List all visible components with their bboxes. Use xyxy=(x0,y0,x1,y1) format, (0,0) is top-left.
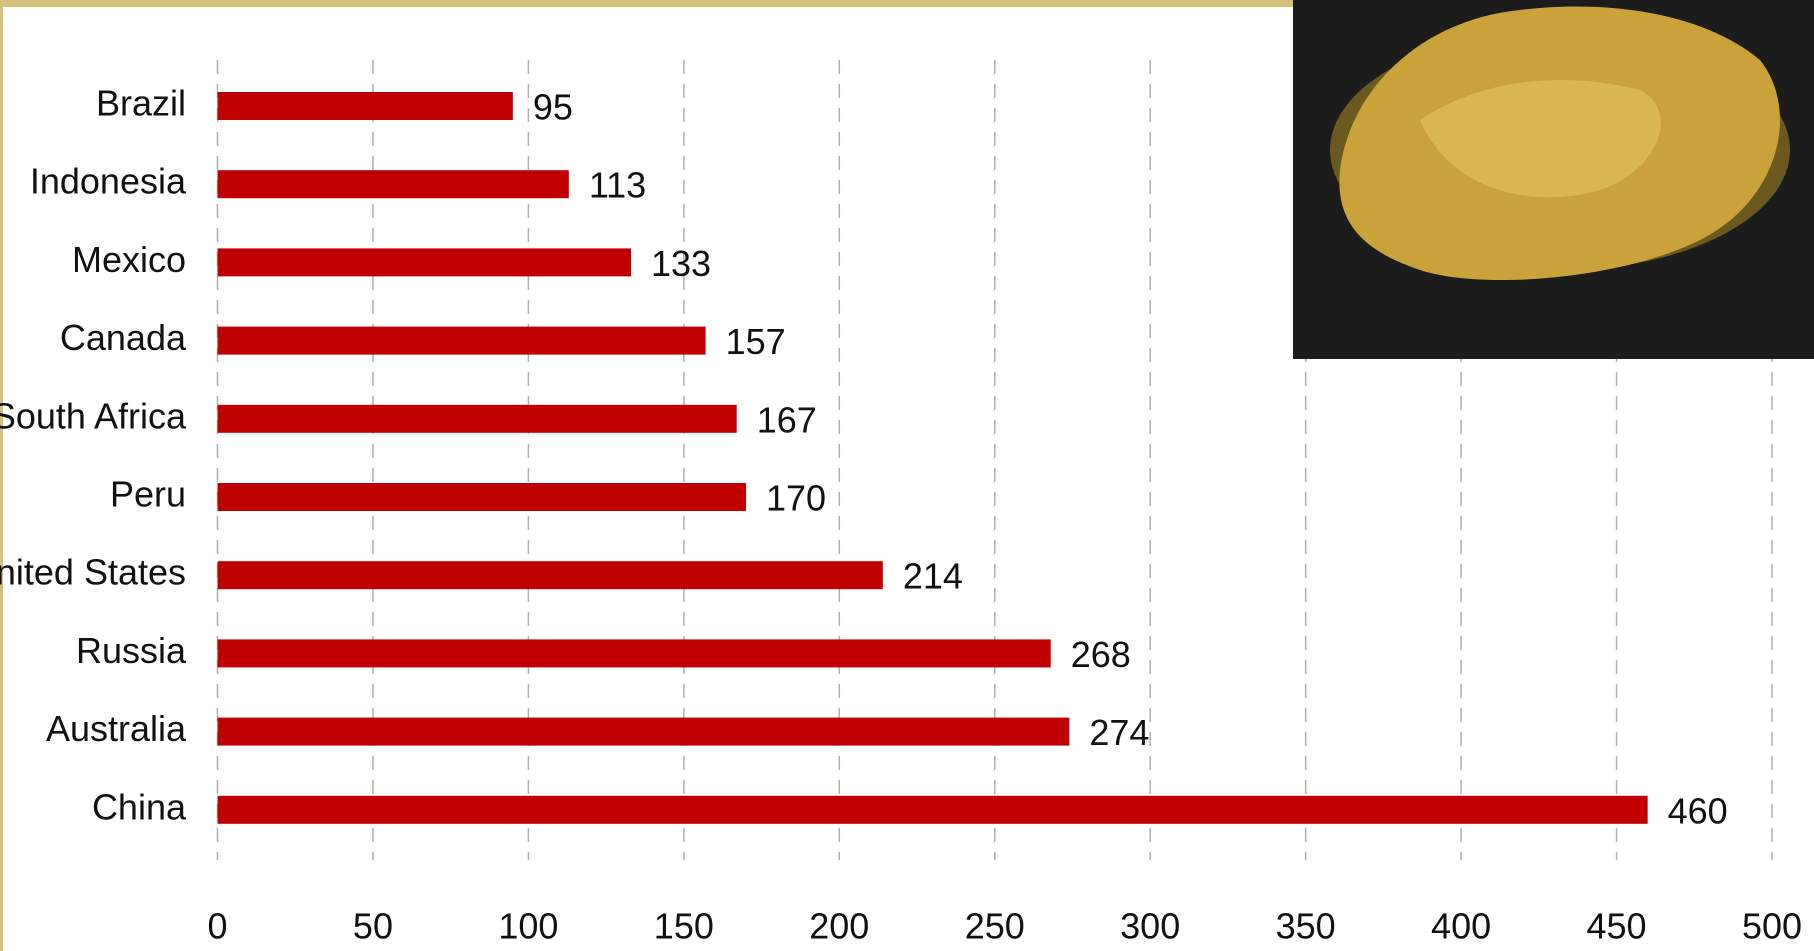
x-tick-label: 400 xyxy=(1431,906,1491,947)
bar xyxy=(217,248,631,277)
bar xyxy=(217,483,747,511)
data-label: 95 xyxy=(533,87,573,128)
x-tick-label: 150 xyxy=(654,906,714,947)
x-tick-label: 300 xyxy=(1120,906,1180,947)
y-tick-label: China xyxy=(92,786,187,827)
y-tick-label: Brazil xyxy=(96,83,186,124)
data-label: 113 xyxy=(589,165,646,206)
y-tick-label: Mexico xyxy=(72,239,186,280)
data-label: 214 xyxy=(903,556,963,597)
x-tick-label: 100 xyxy=(498,906,558,947)
x-tick-label: 500 xyxy=(1742,906,1802,947)
bar xyxy=(217,404,737,433)
bar xyxy=(217,639,1051,668)
y-tick-label: Peru xyxy=(110,474,186,515)
photo xyxy=(1293,0,1814,359)
y-tick-label: United States xyxy=(0,552,186,593)
data-label: 133 xyxy=(651,243,711,284)
top-border xyxy=(0,0,1294,7)
y-tick-label: Indonesia xyxy=(30,161,187,202)
data-label: 460 xyxy=(1668,790,1728,831)
bar xyxy=(217,326,706,355)
x-tick-label: 450 xyxy=(1587,906,1647,947)
left-border xyxy=(0,0,3,951)
x-tick-label: 200 xyxy=(809,906,869,947)
x-tick-label: 350 xyxy=(1276,906,1336,947)
nugget-highlight xyxy=(1420,80,1661,198)
data-label: 268 xyxy=(1071,634,1131,675)
data-label: 157 xyxy=(726,321,786,362)
bar xyxy=(217,795,1648,824)
y-tick-label: Australia xyxy=(46,708,187,749)
bar xyxy=(217,170,569,199)
bar xyxy=(217,717,1070,746)
x-tick-label: 0 xyxy=(207,906,227,947)
y-tick-label: South Africa xyxy=(0,395,187,436)
data-label: 170 xyxy=(766,478,826,519)
bar xyxy=(217,561,883,590)
bar xyxy=(217,92,513,120)
data-label: 167 xyxy=(757,399,817,440)
y-tick-label: Canada xyxy=(60,317,187,358)
data-label: 274 xyxy=(1089,712,1149,753)
bars: Brazil 95 Indonesia 113 Mexico 133 Canada 157 So… xyxy=(0,83,1728,832)
x-tick-label: 250 xyxy=(965,906,1025,947)
x-tick-label: 50 xyxy=(353,906,393,947)
y-tick-label: Russia xyxy=(76,630,187,671)
